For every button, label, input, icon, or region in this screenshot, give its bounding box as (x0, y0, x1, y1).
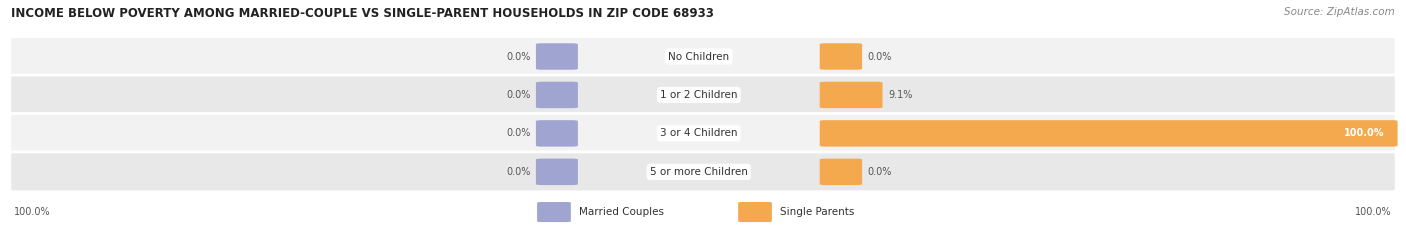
FancyBboxPatch shape (820, 120, 1398, 147)
Text: Married Couples: Married Couples (579, 207, 664, 217)
Text: 9.1%: 9.1% (889, 90, 912, 100)
FancyBboxPatch shape (820, 82, 883, 108)
FancyBboxPatch shape (10, 75, 1396, 115)
Text: 0.0%: 0.0% (506, 128, 530, 138)
Text: Single Parents: Single Parents (780, 207, 855, 217)
FancyBboxPatch shape (10, 37, 1396, 76)
Text: Source: ZipAtlas.com: Source: ZipAtlas.com (1284, 7, 1395, 17)
Text: 3 or 4 Children: 3 or 4 Children (659, 128, 738, 138)
Text: INCOME BELOW POVERTY AMONG MARRIED-COUPLE VS SINGLE-PARENT HOUSEHOLDS IN ZIP COD: INCOME BELOW POVERTY AMONG MARRIED-COUPL… (11, 7, 714, 20)
Text: 0.0%: 0.0% (506, 167, 530, 177)
FancyBboxPatch shape (536, 159, 578, 185)
FancyBboxPatch shape (10, 113, 1396, 153)
Text: 0.0%: 0.0% (868, 167, 893, 177)
Text: No Children: No Children (668, 51, 730, 62)
Text: 100.0%: 100.0% (1355, 207, 1392, 217)
FancyBboxPatch shape (536, 43, 578, 70)
Text: 5 or more Children: 5 or more Children (650, 167, 748, 177)
Text: 0.0%: 0.0% (868, 51, 893, 62)
Text: 100.0%: 100.0% (1344, 128, 1385, 138)
FancyBboxPatch shape (10, 152, 1396, 192)
Text: 0.0%: 0.0% (506, 90, 530, 100)
FancyBboxPatch shape (536, 120, 578, 147)
FancyBboxPatch shape (537, 202, 571, 222)
Text: 1 or 2 Children: 1 or 2 Children (659, 90, 738, 100)
Text: 0.0%: 0.0% (506, 51, 530, 62)
Text: 100.0%: 100.0% (14, 207, 51, 217)
FancyBboxPatch shape (738, 202, 772, 222)
FancyBboxPatch shape (820, 43, 862, 70)
FancyBboxPatch shape (536, 82, 578, 108)
FancyBboxPatch shape (820, 159, 862, 185)
